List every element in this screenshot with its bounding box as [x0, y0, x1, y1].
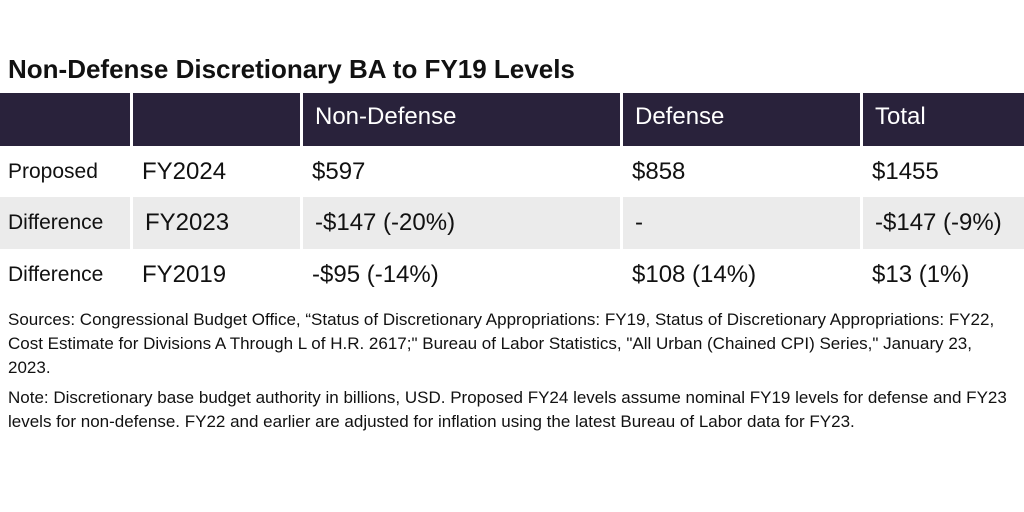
header-cell: [0, 93, 130, 146]
total-value: $13 (1%): [872, 261, 970, 288]
header-non-defense: Non-Defense: [300, 93, 620, 146]
non-defense-value: -$95 (-14%): [312, 261, 439, 288]
table-row: Difference FY2019 -$95 (-14%) $108 (14%)…: [0, 249, 1024, 301]
header-total: Total: [860, 93, 1024, 146]
row-year: FY2024: [142, 158, 227, 185]
source-notes: Sources: Congressional Budget Office, “S…: [8, 308, 1016, 440]
defense-value: -: [620, 197, 860, 249]
table-row: Difference FY2023 -$147 (-20%) - -$147 (…: [0, 197, 1024, 249]
defense-value: $108 (14%): [632, 261, 757, 288]
note-line: Appropriations: FY22, Cost Estimate for …: [8, 310, 995, 353]
row-label: Difference: [8, 211, 104, 234]
note-line: Note: Discretionary base budget authorit…: [8, 388, 839, 407]
budget-table: Non-Defense Defense Total Proposed FY202…: [0, 93, 1024, 301]
header-cell: [130, 93, 300, 146]
defense-value: $858: [632, 158, 686, 185]
table-title: Non-Defense Discretionary BA to FY19 Lev…: [8, 54, 575, 84]
total-value: -$147 (-9%): [860, 197, 1024, 249]
row-label: Proposed: [8, 160, 98, 183]
note-line: for defense and FY23 levels for non-defe…: [8, 388, 1007, 431]
header-defense: Defense: [620, 93, 860, 146]
note-line: Sources: Congressional Budget Office, “S…: [8, 310, 826, 329]
row-label: Difference: [8, 263, 104, 286]
note-line: Urban (Chained CPI) Series," January 23,…: [8, 334, 972, 377]
sources-paragraph: Sources: Congressional Budget Office, “S…: [8, 308, 1016, 380]
row-year: FY2023: [130, 197, 300, 249]
note-line: of Labor data for FY23.: [679, 412, 855, 431]
table-header-row: Non-Defense Defense Total: [0, 93, 1024, 146]
non-defense-value: -$147 (-20%): [300, 197, 620, 249]
table-row: Proposed FY2024 $597 $858 $1455: [0, 146, 1024, 198]
note-paragraph: Note: Discretionary base budget authorit…: [8, 386, 1016, 434]
row-year: FY2019: [142, 261, 227, 288]
non-defense-value: $597: [312, 158, 366, 185]
total-value: $1455: [872, 158, 939, 185]
